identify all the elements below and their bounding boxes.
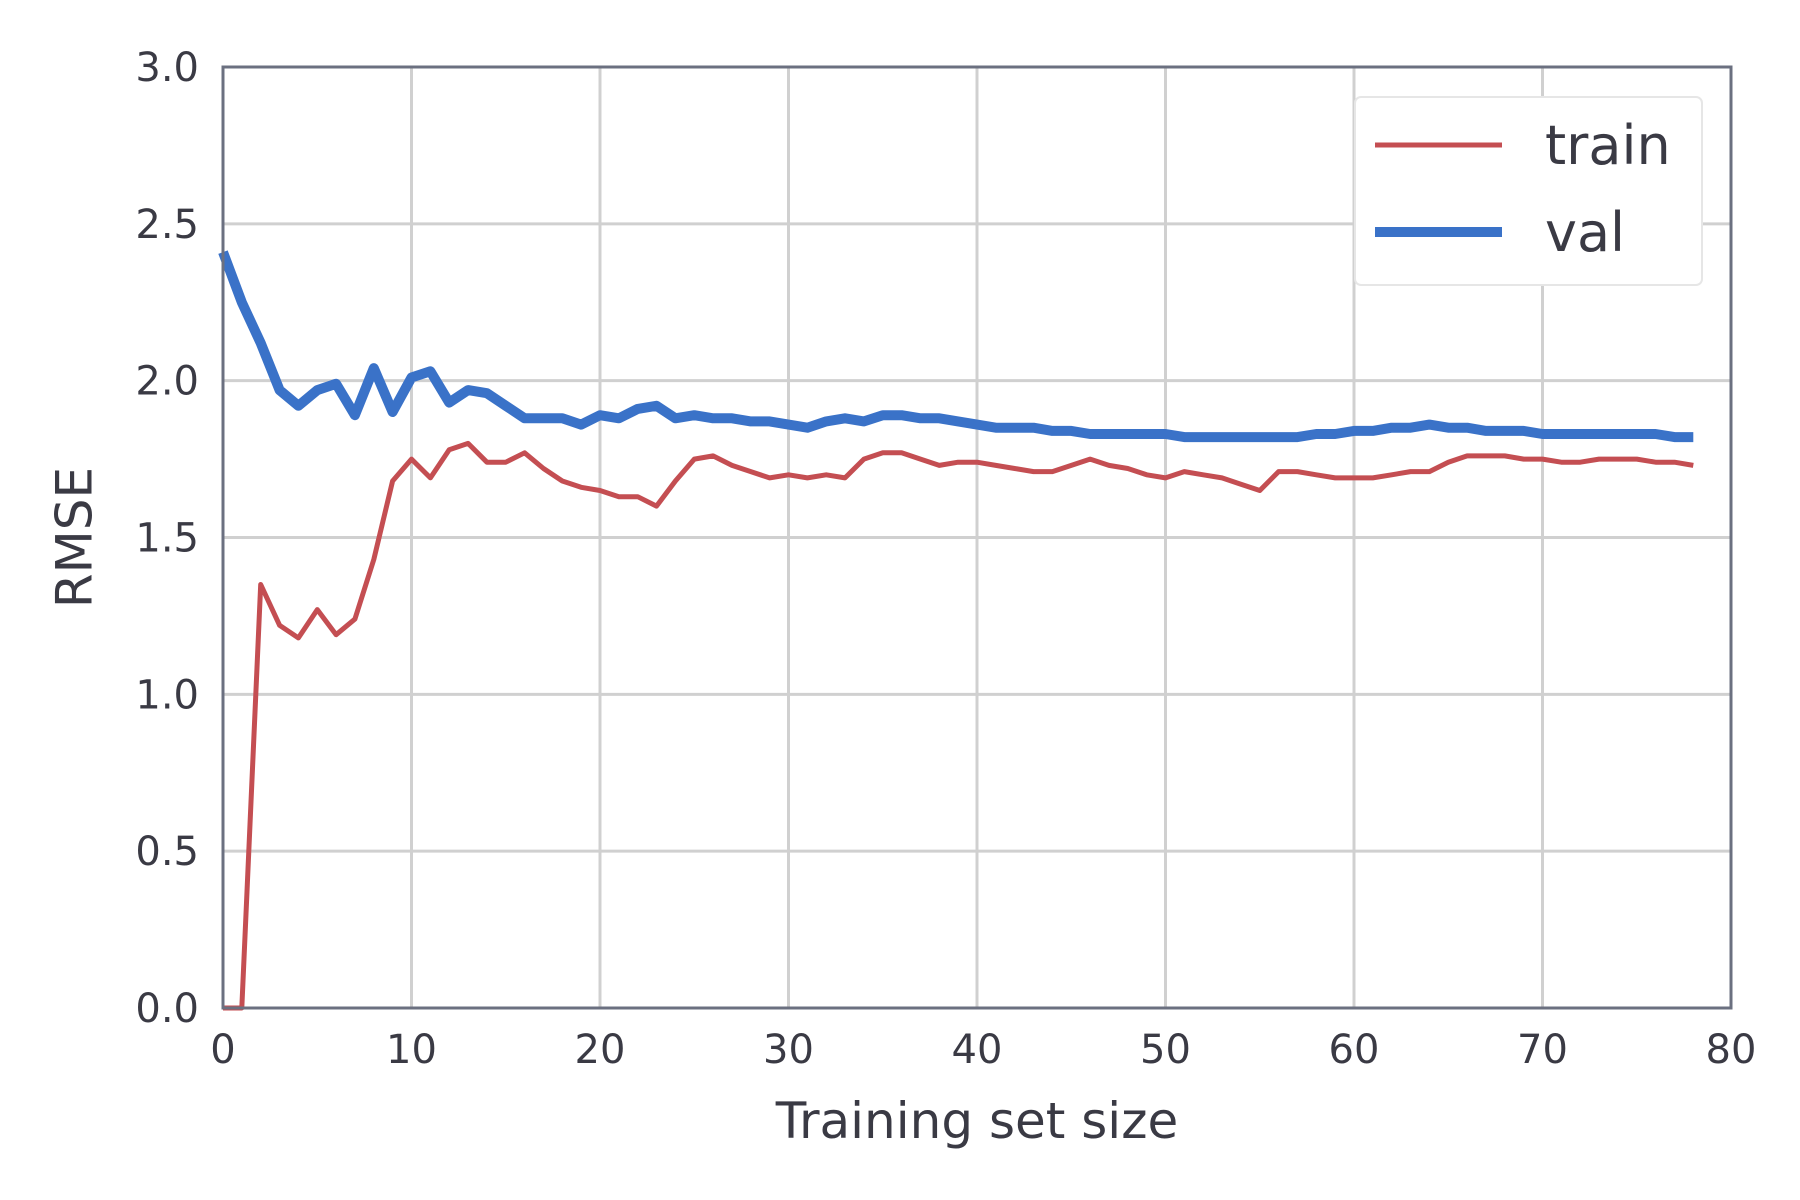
legend-label-val: val: [1545, 201, 1625, 264]
series-line-train: [223, 440, 1694, 1011]
y-tick-labels: 0.0 0.5 1.0 1.5 2.0 2.5 3.0: [135, 45, 199, 1032]
y-tick-label: 2.0: [135, 359, 199, 405]
y-tick-label: 2.5: [135, 202, 199, 248]
series-layer: [218, 250, 1694, 1011]
x-tick-label: 10: [386, 1027, 437, 1073]
x-tick-label: 70: [1517, 1027, 1568, 1073]
x-tick-label: 40: [952, 1027, 1003, 1073]
x-axis-title: Training set size: [775, 1092, 1178, 1150]
legend: train val: [1354, 96, 1703, 286]
x-tick-label: 0: [210, 1027, 235, 1073]
x-tick-label: 50: [1140, 1027, 1191, 1073]
x-tick-label: 30: [763, 1027, 814, 1073]
plot-frame: [221, 65, 1733, 1010]
x-tick-label: 80: [1706, 1027, 1757, 1073]
x-tick-labels: 0 10 20 30 40 50 60 70 80: [210, 1027, 1756, 1073]
x-tick-label: 60: [1329, 1027, 1380, 1073]
y-tick-label: 1.0: [135, 672, 199, 718]
y-tick-label: 1.5: [135, 516, 199, 562]
y-tick-label: 0.0: [135, 986, 199, 1032]
y-tick-label: 3.0: [135, 45, 199, 91]
x-tick-label: 20: [575, 1027, 626, 1073]
series-line-val: [218, 250, 1694, 443]
y-axis-title: RMSE: [46, 467, 104, 608]
y-tick-label: 0.5: [135, 829, 199, 875]
legend-label-train: train: [1545, 114, 1671, 177]
